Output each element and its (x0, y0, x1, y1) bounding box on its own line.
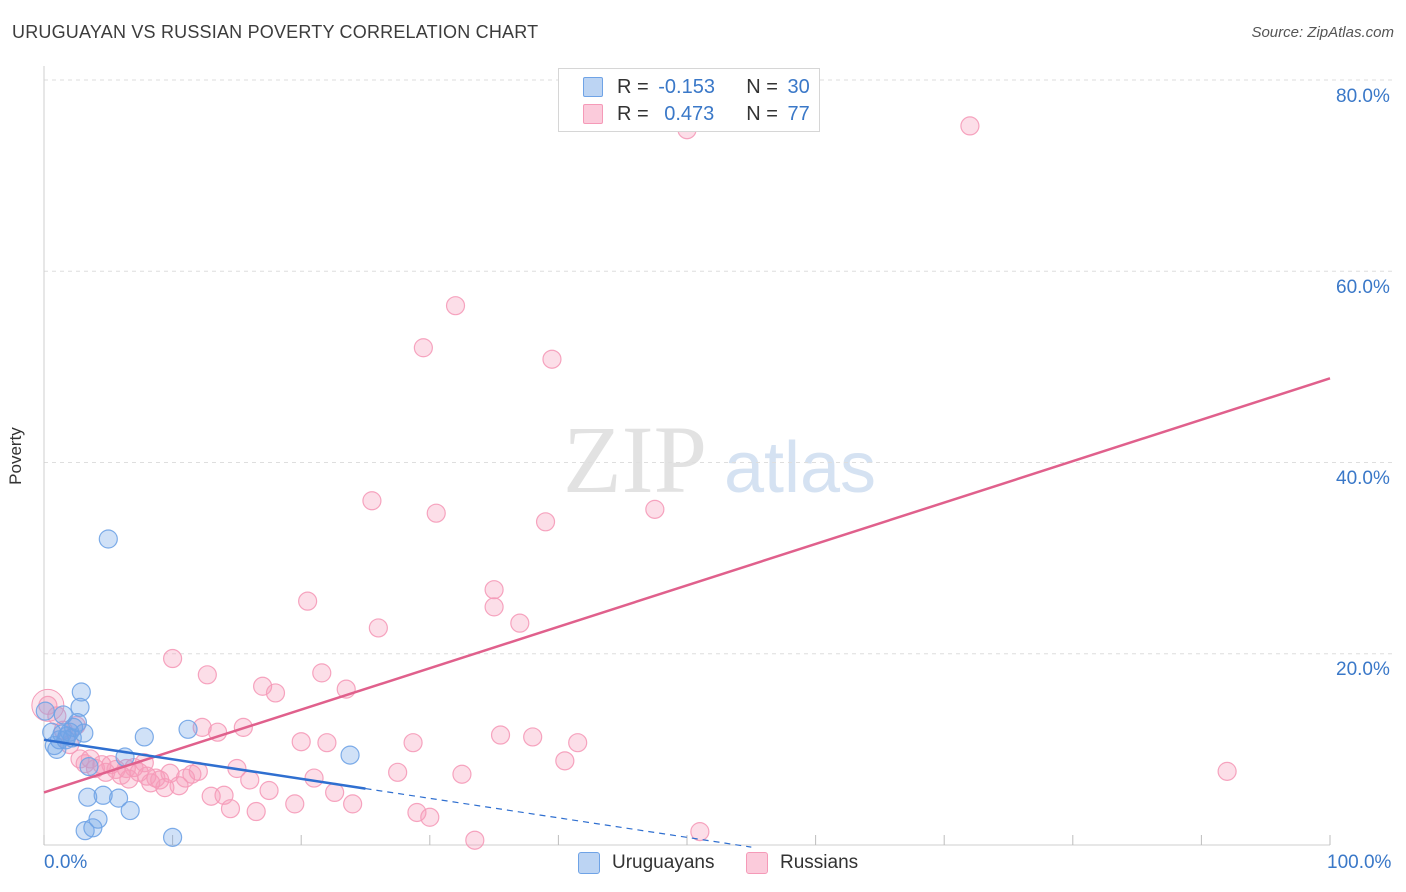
russians-n-value: 77 (787, 102, 810, 125)
uruguayans-n-value: 30 (787, 75, 810, 98)
russians-point-48 (317, 733, 337, 753)
bottom-legend-russians: Russians (746, 852, 858, 874)
russians-point-73 (690, 822, 710, 842)
legend-row-uruguayans: R = -0.153 N = 30 (583, 74, 810, 100)
russians-point-51 (343, 794, 363, 814)
bottom-legend-russians-swatch (746, 852, 768, 874)
uruguayans-r-value: -0.153 (658, 75, 715, 98)
russians-point-42 (265, 683, 286, 703)
russians-point-71 (645, 499, 665, 519)
uruguayans-n-label: N = (746, 75, 784, 98)
russians-swatch (583, 104, 603, 124)
russians-point-76 (420, 807, 440, 827)
uruguayans-point-21 (93, 785, 113, 805)
russians-point-58 (426, 503, 446, 523)
y-tick-label-60: 60.0% (1336, 277, 1390, 298)
legend-row-russians: R = 0.473 N = 77 (583, 101, 810, 127)
uruguayans-point-18 (78, 787, 98, 807)
uruguayans-point-14 (71, 682, 91, 702)
russians-point-46 (304, 768, 324, 788)
russians-point-62 (484, 580, 504, 600)
russians-point-26 (169, 776, 189, 796)
russians-point-41 (259, 780, 279, 801)
x-tick-label-max: 100.0% (1327, 852, 1392, 873)
russians-point-74 (960, 116, 980, 136)
uruguayans-point-12 (67, 712, 88, 733)
russians-point-52 (362, 491, 382, 511)
russians-point-44 (291, 732, 311, 752)
russians-point-75 (1217, 761, 1237, 781)
russians-point-35 (220, 799, 241, 819)
russians-point-68 (542, 349, 562, 369)
bottom-legend-uruguayans-swatch (578, 852, 600, 874)
uruguayans-point-26 (134, 727, 154, 747)
uruguayans-point-0 (35, 701, 55, 721)
russians-point-55 (403, 733, 423, 753)
uruguayans-point-27 (163, 827, 183, 847)
uruguayans-swatch (583, 77, 603, 97)
russians-point-69 (555, 751, 575, 771)
russians-point-63 (484, 597, 504, 617)
russians-point-30 (192, 717, 212, 737)
russians-point-53 (368, 618, 388, 638)
uruguayans-trend-line (43, 738, 366, 790)
russians-r-label: R = (617, 102, 655, 125)
svg-text:atlas: atlas (724, 428, 876, 508)
zipatlas-watermark: ZIP atlas (563, 406, 876, 513)
russians-trend-line (43, 377, 1331, 794)
bottom-legend-uruguayans-label: Uruguayans (612, 852, 715, 873)
russians-point-31 (197, 665, 217, 685)
chart-title: URUGUAYAN VS RUSSIAN POVERTY CORRELATION… (12, 22, 539, 42)
russians-point-7 (80, 749, 100, 769)
y-tick-label-20: 20.0% (1336, 659, 1390, 680)
uruguayans-point-17 (79, 756, 99, 777)
russians-point-54 (388, 762, 408, 782)
bottom-legend-uruguayans: Uruguayans (578, 852, 714, 874)
bottom-legend-russians-label: Russians (780, 852, 859, 873)
russians-point-25 (163, 648, 183, 669)
y-tick-label-40: 40.0% (1336, 468, 1390, 489)
russians-point-59 (445, 296, 466, 316)
uruguayans-point-13 (70, 697, 90, 717)
uruguayans-point-28 (178, 719, 198, 739)
russians-point-61 (465, 830, 485, 850)
uruguayans-point-16 (75, 821, 95, 841)
russians-point-65 (510, 613, 530, 633)
russians-point-39 (246, 801, 266, 822)
svg-text:ZIP: ZIP (563, 406, 707, 513)
russians-point-38 (240, 770, 260, 790)
uruguayans-point-23 (108, 788, 129, 808)
russians-point-64 (490, 725, 511, 745)
russians-r-value: 0.473 (664, 102, 715, 125)
russians-point-57 (413, 338, 433, 358)
stats-legend: R = -0.153 N = 30 R = 0.473 N = 77 (558, 68, 820, 132)
russians-point-45 (298, 591, 318, 611)
y-tick-label-80: 80.0% (1336, 86, 1390, 107)
source-label: Source: ZipAtlas.com (1251, 24, 1394, 41)
uruguayans-point-22 (98, 529, 118, 549)
russians-point-47 (312, 663, 332, 683)
russians-point-23 (155, 778, 175, 798)
uruguayans-point-20 (88, 809, 108, 829)
uruguayans-point-29 (340, 745, 360, 765)
x-tick-label-min: 0.0% (44, 852, 88, 873)
russians-point-60 (452, 764, 472, 784)
uruguayans-point-15 (74, 723, 94, 743)
russians-point-43 (285, 794, 305, 814)
russians-n-label: N = (746, 102, 784, 125)
uruguayans-point-25 (120, 800, 140, 821)
russians-point-66 (523, 727, 543, 747)
uruguayans-r-label: R = (617, 75, 655, 98)
russians-point-70 (568, 733, 588, 753)
russians-point-67 (535, 512, 556, 532)
russians-point-56 (407, 802, 427, 823)
